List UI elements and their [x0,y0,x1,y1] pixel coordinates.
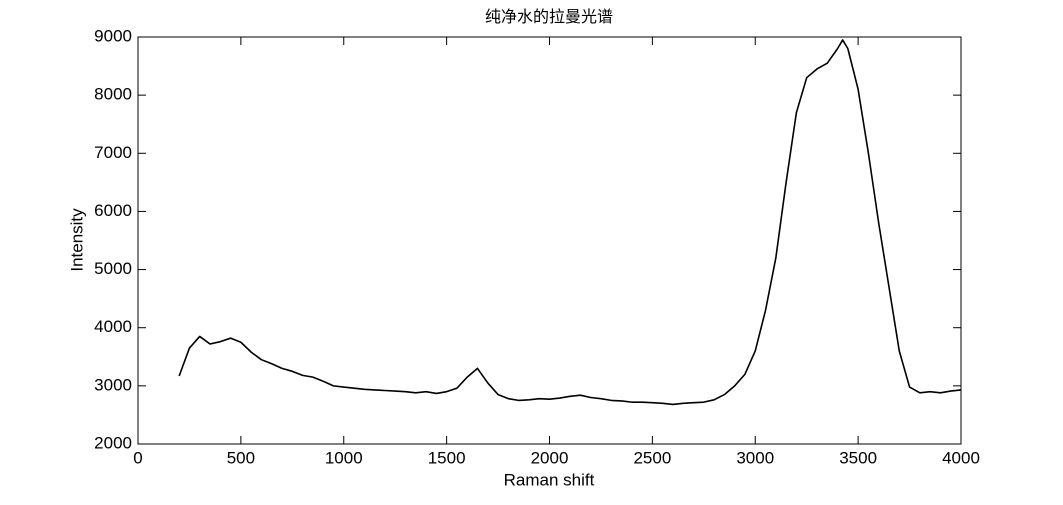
y-tick-label: 8000 [94,85,132,104]
x-tick-label: 500 [227,448,255,467]
x-tick-label: 2500 [633,448,671,467]
chart-title: 纯净水的拉曼光谱 [485,8,613,26]
y-tick-label: 5000 [94,259,132,278]
x-tick-label: 3500 [839,448,877,467]
y-tick-label: 6000 [94,201,132,220]
x-axis-label: Raman shift [504,470,595,489]
y-tick-label: 2000 [94,433,132,452]
x-tick-label: 1000 [325,448,363,467]
y-tick-label: 7000 [94,143,132,162]
x-tick-label: 2000 [531,448,569,467]
x-tick-label: 3000 [736,448,774,467]
data-line [178,39,962,406]
y-tick-label: 4000 [94,317,132,336]
y-axis-label: Intensity [67,208,86,272]
y-tick-label: 3000 [94,375,132,394]
x-tick-label: 0 [133,448,142,467]
y-tick-label: 9000 [94,26,132,45]
x-tick-label: 4000 [942,448,980,467]
x-tick-label: 1500 [428,448,466,467]
